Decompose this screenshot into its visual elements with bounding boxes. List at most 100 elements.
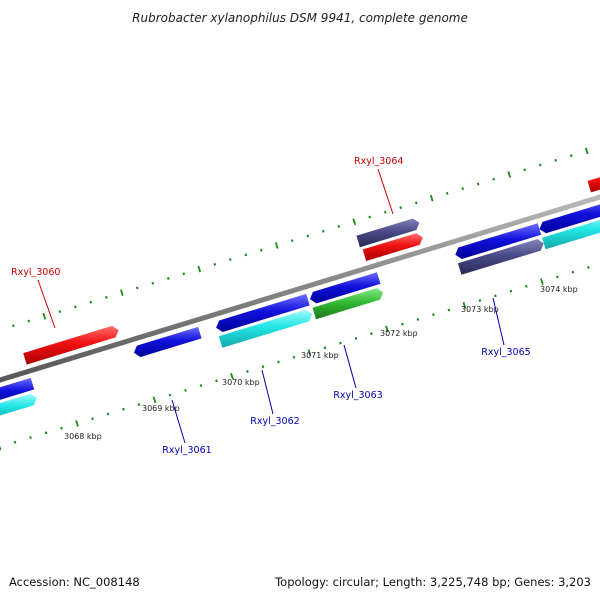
tick-mark	[292, 355, 296, 359]
tick-mark	[74, 305, 77, 309]
tick-mark	[478, 299, 482, 302]
tick-mark	[215, 379, 218, 383]
tick-mark	[507, 171, 511, 178]
tick-mark	[509, 289, 513, 293]
gene-3064-slate	[356, 218, 420, 248]
tick-mark	[60, 426, 63, 430]
tick-mark	[106, 412, 110, 416]
tick-mark	[122, 407, 125, 411]
tick-mark	[89, 300, 93, 304]
tick-mark	[401, 322, 404, 326]
tick-mark	[368, 215, 372, 219]
tick-mark	[259, 248, 263, 252]
accession-text: Accession: NC_008148	[9, 575, 140, 589]
tick-mark	[75, 420, 79, 427]
gene-label-rxyl-3063: Rxyl_3063	[333, 390, 382, 401]
gene-3066-cyan	[542, 220, 600, 250]
gene-label-rxyl-3062-leader	[261, 369, 274, 415]
gene-rxyl-3063	[312, 288, 384, 320]
kbp-label: 3073 kbp	[461, 305, 499, 314]
gene-label-rxyl-3064-leader	[377, 168, 394, 215]
genome-backbone	[0, 194, 600, 383]
tick-mark	[244, 253, 248, 257]
tick-mark	[199, 384, 203, 388]
kbp-label: 3071 kbp	[301, 351, 339, 360]
tick-mark	[213, 262, 217, 266]
kbp-label: 3069 kbp	[142, 404, 180, 413]
gene-rxyl-3064	[362, 233, 423, 261]
gene-label-rxyl-3062: Rxyl_3062	[250, 416, 299, 427]
tick-mark	[246, 369, 249, 373]
tick-mark	[556, 275, 559, 279]
tick-mark	[151, 281, 155, 285]
tick-mark	[290, 239, 294, 243]
tick-mark	[91, 417, 94, 421]
tick-mark	[29, 436, 32, 440]
gene-label-rxyl-3061: Rxyl_3061	[162, 445, 211, 456]
tick-mark	[370, 332, 373, 336]
gene-3058-blue	[0, 377, 35, 400]
gene-3062-cyan	[218, 309, 313, 348]
gene-label-rxyl-3065: Rxyl_3065	[481, 347, 530, 358]
topology-text: Topology: circular; Length: 3,225,748 bp…	[274, 575, 591, 589]
gene-label-rxyl-3060-leader	[37, 279, 56, 329]
kbp-label: 3068 kbp	[64, 432, 102, 441]
top-tick-track	[12, 147, 589, 328]
tick-mark	[120, 289, 124, 296]
tick-mark	[337, 225, 341, 228]
tick-mark	[414, 201, 418, 205]
tick-mark	[321, 229, 325, 233]
tick-mark	[554, 158, 557, 162]
gene-3066-blue	[539, 204, 600, 234]
tick-mark	[307, 349, 312, 356]
tick-mark	[166, 277, 170, 280]
gene-label-rxyl-3065-leader	[492, 297, 505, 346]
tick-mark	[352, 218, 357, 226]
tick-mark	[44, 431, 48, 435]
tick-mark	[261, 365, 265, 369]
gene-rxyl-3065	[455, 223, 542, 259]
tick-mark	[228, 258, 232, 262]
tick-mark	[447, 308, 451, 312]
gene-3063-blue	[309, 272, 381, 304]
tick-mark	[306, 234, 310, 238]
tick-mark	[416, 318, 420, 321]
tick-mark	[525, 284, 528, 288]
gene-label-rxyl-3061-leader	[171, 399, 186, 444]
tick-mark	[105, 295, 108, 299]
tick-mark	[13, 440, 17, 444]
kbp-label: 3072 kbp	[380, 329, 418, 338]
gene-rxyl-3061	[133, 326, 202, 357]
gene-rxyl-3062	[216, 293, 310, 332]
kbp-label: 3070 kbp	[222, 378, 260, 387]
tick-mark	[168, 393, 172, 397]
tick-mark	[429, 194, 434, 202]
map-title: Rubrobacter xylanophilus DSM 9941, compl…	[132, 11, 468, 25]
tick-mark	[277, 360, 280, 364]
tick-mark	[323, 346, 327, 350]
tick-mark	[569, 154, 573, 158]
tick-mark	[461, 187, 465, 191]
tick-mark	[540, 278, 544, 285]
tick-mark	[137, 403, 141, 406]
gene-label-rxyl-3060: Rxyl_3060	[11, 267, 60, 278]
gene-rxyl-3060	[23, 325, 119, 365]
tick-mark	[584, 147, 589, 155]
tick-tracks	[0, 147, 590, 451]
tick-mark	[354, 336, 358, 340]
tick-mark	[197, 265, 202, 273]
tick-mark	[42, 312, 47, 320]
tick-mark	[385, 325, 389, 333]
tick-mark	[383, 210, 387, 214]
gene-label-rxyl-3063-leader	[343, 344, 357, 389]
gene-rxyl-3066	[587, 177, 600, 193]
tick-mark	[58, 310, 62, 314]
tick-mark	[399, 206, 403, 210]
tick-mark	[494, 294, 497, 298]
gene-3058-cyan	[0, 393, 37, 416]
tick-mark	[523, 168, 527, 172]
tick-mark	[274, 242, 279, 249]
gene-label-rxyl-3064: Rxyl_3064	[354, 156, 403, 167]
tick-mark	[587, 266, 590, 269]
